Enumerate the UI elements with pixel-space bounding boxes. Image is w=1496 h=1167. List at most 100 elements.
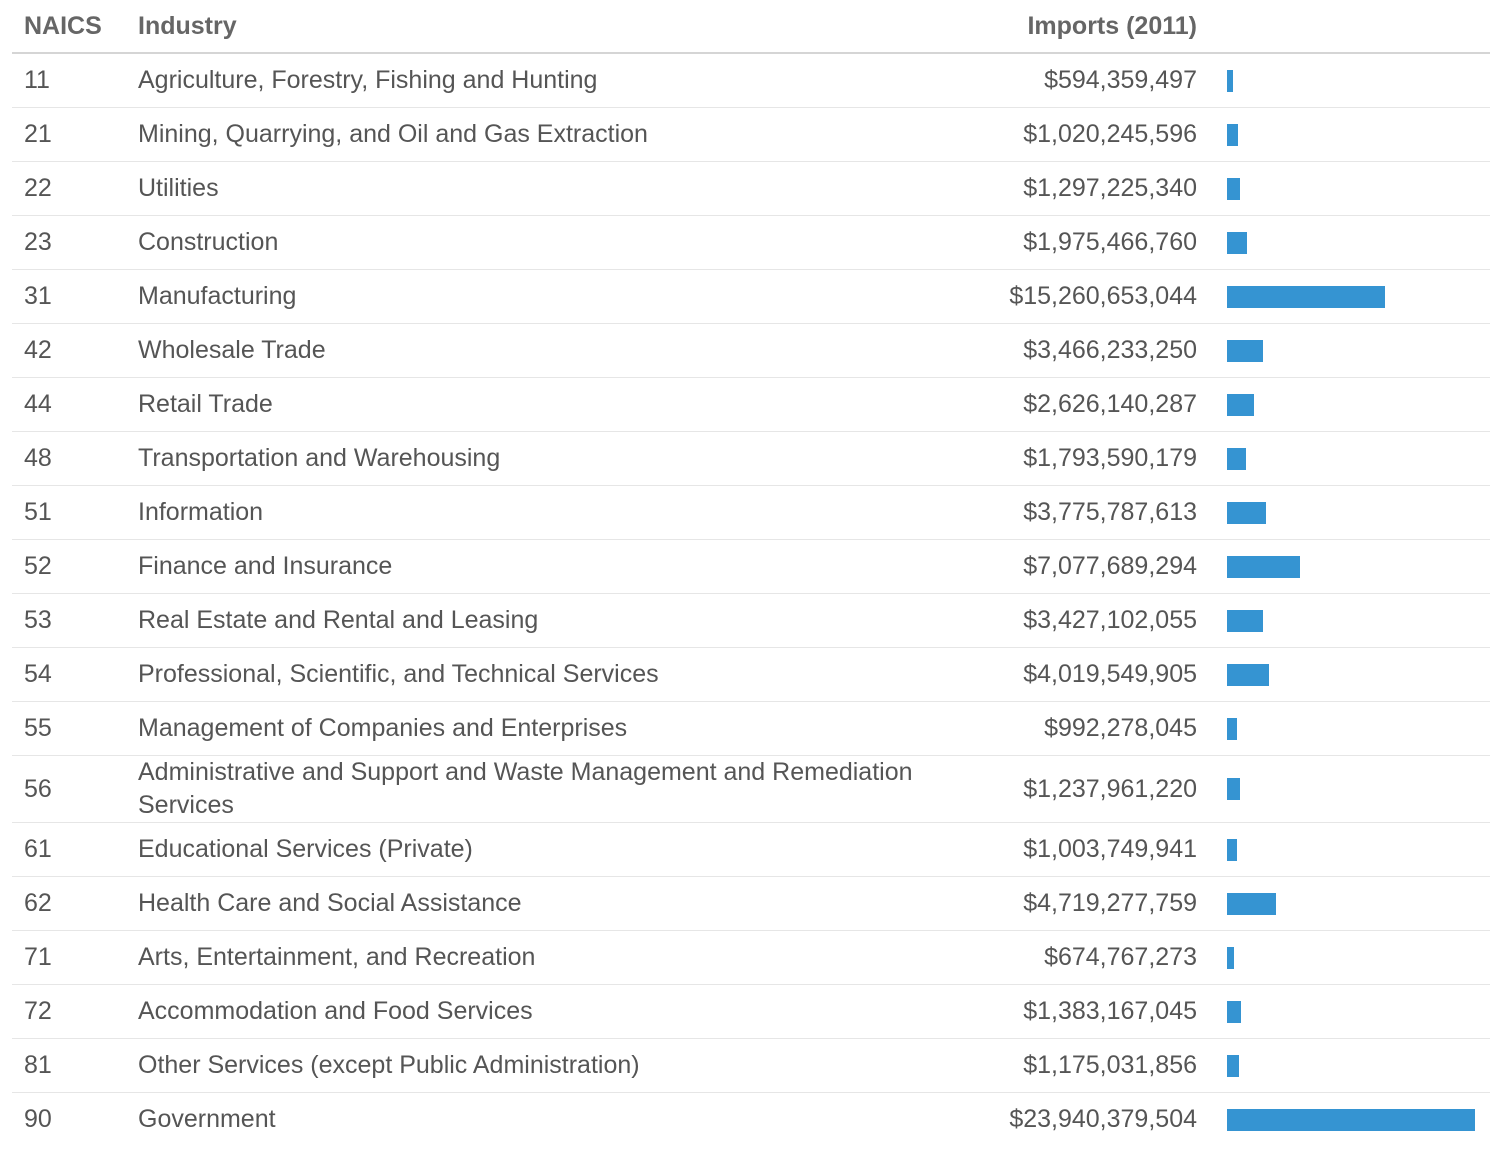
imports-value: $3,427,102,055 xyxy=(978,593,1197,648)
naics-code: 21 xyxy=(12,107,126,162)
table-row: 21 Mining, Quarrying, and Oil and Gas Ext… xyxy=(12,107,1490,162)
bar xyxy=(1227,1108,1475,1131)
table-row: 90 Government $23,940,379,504 xyxy=(12,1093,1490,1147)
imports-value: $1,175,031,856 xyxy=(978,1038,1197,1093)
naics-code: 62 xyxy=(12,876,126,931)
bar xyxy=(1227,393,1255,416)
imports-value: $3,466,233,250 xyxy=(978,323,1197,378)
imports-value: $1,975,466,760 xyxy=(978,215,1197,270)
naics-code: 23 xyxy=(12,215,126,270)
bar xyxy=(1227,717,1238,740)
table-row: 54 Professional, Scientific, and Technica… xyxy=(12,647,1490,702)
table-row: 71 Arts, Entertainment, and Recreation $67… xyxy=(12,930,1490,985)
bar-cell xyxy=(1197,107,1490,162)
bar-cell xyxy=(1197,593,1490,648)
imports-value: $1,297,225,340 xyxy=(978,161,1197,216)
bar-cell xyxy=(1197,701,1490,756)
imports-value: $3,775,787,613 xyxy=(978,485,1197,540)
table-row: 42 Wholesale Trade $3,466,233,250 xyxy=(12,323,1490,378)
bar-cell xyxy=(1197,161,1490,216)
bar xyxy=(1227,501,1267,524)
industry-name: Other Services (except Public Administra… xyxy=(126,1038,978,1093)
imports-value: $2,626,140,287 xyxy=(978,377,1197,432)
bar-cell xyxy=(1197,876,1490,931)
industry-name: Manufacturing xyxy=(126,269,978,324)
bar xyxy=(1227,892,1276,915)
bar xyxy=(1227,778,1240,800)
imports-value: $1,003,749,941 xyxy=(978,822,1197,877)
naics-code: 71 xyxy=(12,930,126,985)
imports-value: $1,020,245,596 xyxy=(978,107,1197,162)
industry-name: Utilities xyxy=(126,161,978,216)
naics-code: 56 xyxy=(12,755,126,823)
industry-name: Accommodation and Food Services xyxy=(126,984,978,1039)
table-row: 62 Health Care and Social Assistance $4,71… xyxy=(12,876,1490,931)
header-imports: Imports (2011) xyxy=(978,0,1197,54)
naics-code: 81 xyxy=(12,1038,126,1093)
bar-cell xyxy=(1197,269,1490,324)
industry-name: Agriculture, Forestry, Fishing and Hunti… xyxy=(126,53,978,108)
table-row: 48 Transportation and Warehousing $1,793,5… xyxy=(12,431,1490,486)
table-row: 81 Other Services (except Public Administ… xyxy=(12,1038,1490,1093)
imports-value: $4,719,277,759 xyxy=(978,876,1197,931)
industry-name: Arts, Entertainment, and Recreation xyxy=(126,930,978,985)
industry-name: Information xyxy=(126,485,978,540)
bar xyxy=(1227,231,1248,254)
naics-code: 53 xyxy=(12,593,126,648)
naics-code: 44 xyxy=(12,377,126,432)
bar xyxy=(1227,123,1238,146)
naics-code: 22 xyxy=(12,161,126,216)
table-body: 11 Agriculture, Forestry, Fishing and Hun… xyxy=(12,53,1490,1146)
industry-name: Administrative and Support and Waste Man… xyxy=(126,755,978,823)
imports-value: $1,383,167,045 xyxy=(978,984,1197,1039)
bar xyxy=(1227,339,1263,362)
bar xyxy=(1227,177,1241,200)
table-row: 51 Information $3,775,787,613 xyxy=(12,485,1490,540)
naics-code: 31 xyxy=(12,269,126,324)
table-row: 31 Manufacturing $15,260,653,044 xyxy=(12,269,1490,324)
naics-code: 61 xyxy=(12,822,126,877)
bar-cell xyxy=(1197,431,1490,486)
industry-name: Retail Trade xyxy=(126,377,978,432)
table-row: 44 Retail Trade $2,626,140,287 xyxy=(12,377,1490,432)
naics-code: 42 xyxy=(12,323,126,378)
bar xyxy=(1227,609,1263,632)
bar xyxy=(1227,447,1246,470)
naics-code: 55 xyxy=(12,701,126,756)
imports-value: $15,260,653,044 xyxy=(978,269,1197,324)
bar-cell xyxy=(1197,647,1490,702)
header-row: NAICS Industry Imports (2011) xyxy=(12,0,1490,54)
industry-name: Government xyxy=(138,1105,276,1133)
bar-cell xyxy=(1197,755,1490,823)
imports-value: $992,278,045 xyxy=(978,701,1197,756)
header-bar xyxy=(1197,0,1490,54)
naics-code: 11 xyxy=(12,53,126,108)
table-row: 52 Finance and Insurance $7,077,689,294 xyxy=(12,539,1490,594)
industry-name: Transportation and Warehousing xyxy=(126,431,978,486)
table-row: 55 Management of Companies and Enterprise… xyxy=(12,701,1490,756)
industry-name: Health Care and Social Assistance xyxy=(126,876,978,931)
bar xyxy=(1227,946,1234,969)
table-row: 56 Administrative and Support and Waste M… xyxy=(12,755,1490,823)
naics-code: 54 xyxy=(12,647,126,702)
bar xyxy=(1227,1054,1240,1077)
industry-name: Real Estate and Rental and Leasing xyxy=(126,593,978,648)
imports-value: $7,077,689,294 xyxy=(978,539,1197,594)
bar-cell xyxy=(1197,323,1490,378)
industry-name: Construction xyxy=(126,215,978,270)
imports-value: $1,237,961,220 xyxy=(978,755,1197,823)
bar xyxy=(1227,555,1301,578)
bar-cell xyxy=(1197,1038,1490,1093)
table-row: 11 Agriculture, Forestry, Fishing and Hun… xyxy=(12,53,1490,108)
bar xyxy=(1227,838,1238,861)
naics-code: 48 xyxy=(12,431,126,486)
header-industry: Industry xyxy=(126,0,978,54)
industry-name: Professional, Scientific, and Technical … xyxy=(126,647,978,702)
naics-code: 52 xyxy=(12,539,126,594)
imports-value: $674,767,273 xyxy=(978,930,1197,985)
bar-cell xyxy=(1197,930,1490,985)
bar-cell xyxy=(1197,822,1490,877)
bar xyxy=(1227,69,1234,92)
table-row: 53 Real Estate and Rental and Leasing $3,4… xyxy=(12,593,1490,648)
industry-name: Management of Companies and Enterprises xyxy=(126,701,978,756)
